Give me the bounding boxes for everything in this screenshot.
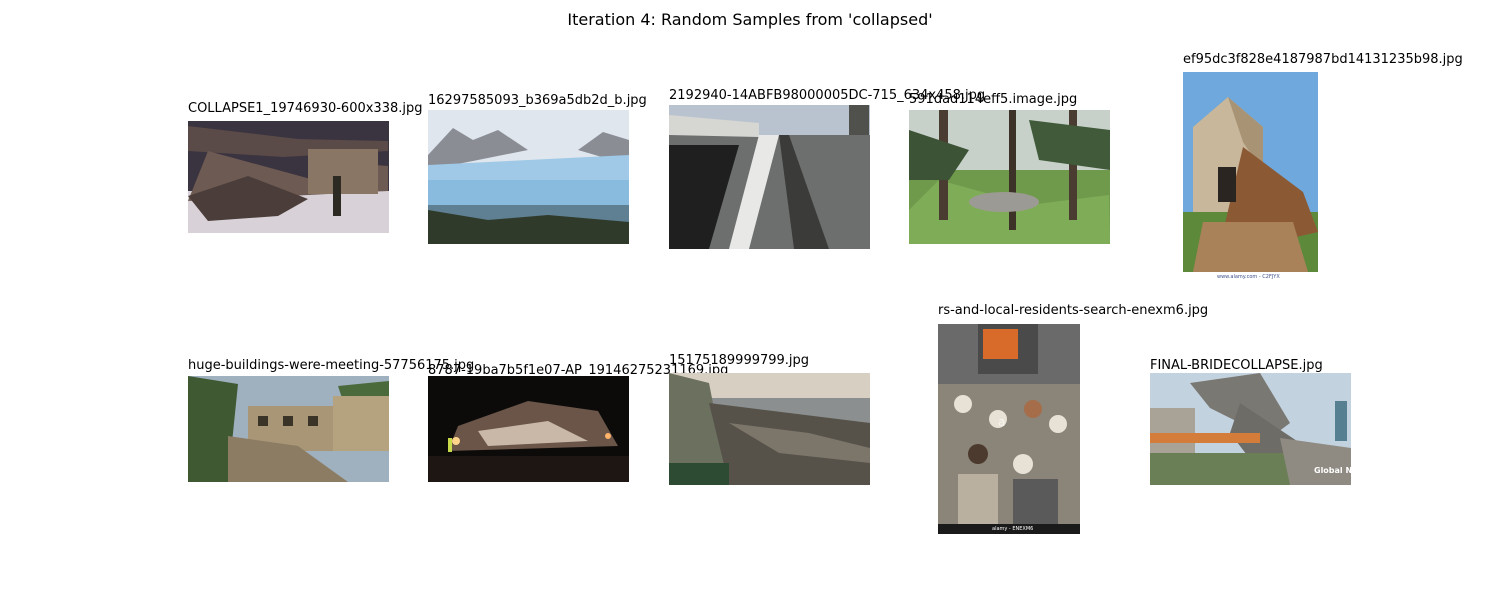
sample-10-image	[1150, 373, 1351, 485]
sample-9-image: a	[938, 324, 1080, 534]
sample-10-watermark: Global NEWS	[1314, 466, 1373, 475]
sample-7-image	[428, 376, 629, 482]
sample-9-filename: rs-and-local-residents-search-enexm6.jpg	[938, 303, 1209, 318]
sample-3-image	[669, 105, 870, 249]
sample-8-filename: 15175189999799.jpg	[669, 353, 810, 368]
figure-title: Iteration 4: Random Samples from 'collap…	[567, 10, 933, 29]
sample-1-filename: COLLAPSE1_19746930-600x338.jpg	[188, 101, 423, 116]
sample-9-watermark: a	[998, 415, 1005, 429]
sample-1-image	[188, 121, 389, 233]
sample-6-image	[188, 376, 389, 482]
sample-3-filename: 2192940-14ABFB98000005DC-715_634x458.jpg	[669, 88, 986, 103]
sample-9-caption: alamy - ENEXM6	[992, 526, 1034, 532]
sample-10-filename: FINAL-BRIDECOLLAPSE.jpg	[1150, 358, 1323, 373]
sample-5-filename: ef95dc3f828e4187987bd14131235b98.jpg	[1183, 52, 1463, 67]
sample-4-filename: 591dad114eff5.image.jpg	[909, 92, 1078, 107]
sample-4-image	[909, 110, 1110, 244]
sample-2-filename: 16297585093_b369a5db2d_b.jpg	[428, 93, 647, 108]
sample-5-caption: www.alamy.com - C2FJYX	[1217, 274, 1280, 280]
sample-7-filename: 8787-19ba7b5f1e07-AP_19146275231169.jpg	[428, 363, 729, 378]
sample-5-image	[1183, 72, 1318, 282]
sample-8-image	[669, 373, 870, 485]
sample-6-filename: huge-buildings-were-meeting-57756175.jpg	[188, 358, 475, 373]
sample-2-image	[428, 110, 629, 244]
